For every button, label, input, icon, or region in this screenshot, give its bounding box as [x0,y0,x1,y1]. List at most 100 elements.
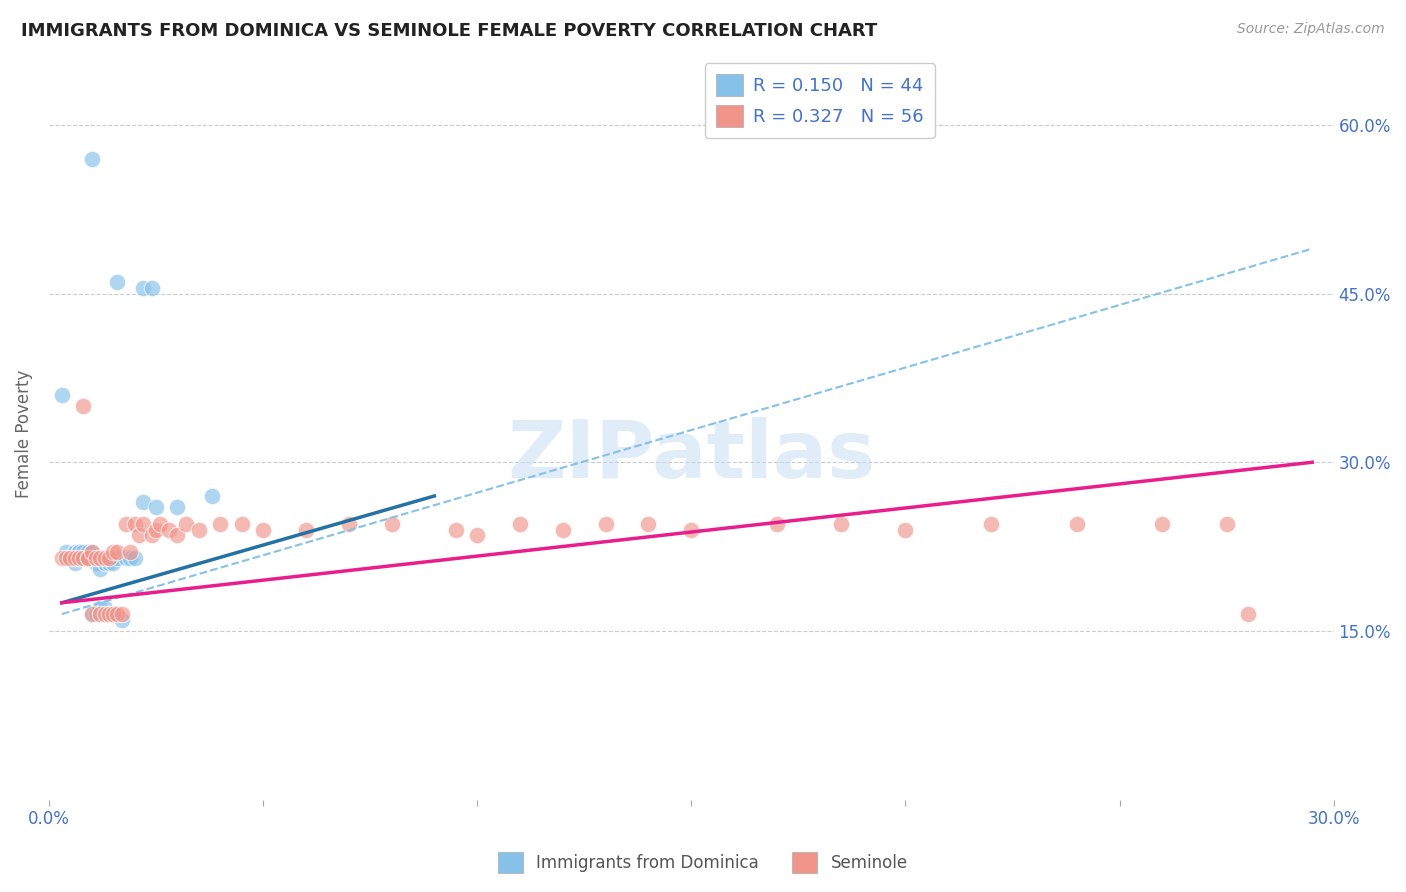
Point [84,550,107,565]
Point [509,517,531,532]
Point [89,601,111,615]
Point [67,545,90,559]
Point [93,557,115,571]
Point [252,523,274,537]
Point [141,281,163,295]
Point [124,517,146,532]
Point [97,607,120,621]
Point [80,152,103,166]
Point [97,607,120,621]
Point [107,607,129,621]
Point [111,613,134,627]
Point [80,550,103,565]
Point [107,545,129,559]
Point [681,523,703,537]
Point [63,550,86,565]
Legend: Immigrants from Dominica, Seminole: Immigrants from Dominica, Seminole [491,846,915,880]
Point [132,494,155,508]
Point [103,607,125,621]
Point [84,607,107,621]
Point [72,550,94,565]
Point [80,607,103,621]
Point [67,545,90,559]
Point [166,500,188,515]
Point [830,517,852,532]
Point [93,601,115,615]
Point [76,550,98,565]
Point [76,550,98,565]
Point [132,517,155,532]
Point [59,550,82,565]
Point [107,550,129,565]
Text: ZIPatlas: ZIPatlas [508,417,876,495]
Point [132,281,155,295]
Point [72,550,94,565]
Point [80,550,103,565]
Point [980,517,1002,532]
Point [97,557,120,571]
Point [55,550,77,565]
Point [89,550,111,565]
Point [63,557,86,571]
Point [551,523,574,537]
Point [72,399,94,413]
Point [1215,517,1237,532]
Point [1237,607,1260,621]
Point [444,523,467,537]
Point [59,550,82,565]
Point [89,550,111,565]
Point [84,550,107,565]
Point [1152,517,1174,532]
Point [89,607,111,621]
Point [103,607,125,621]
Point [766,517,789,532]
Point [51,550,73,565]
Point [141,528,163,542]
Point [76,550,98,565]
Point [187,523,209,537]
Point [63,545,86,559]
Point [166,528,188,542]
Point [157,523,180,537]
Point [80,607,103,621]
Point [128,528,150,542]
Point [115,550,138,565]
Point [1066,517,1088,532]
Point [145,523,167,537]
Point [145,500,167,515]
Point [231,517,253,532]
Point [93,607,115,621]
Point [637,517,659,532]
Point [89,562,111,576]
Point [115,517,138,532]
Point [93,550,115,565]
Point [209,517,232,532]
Point [174,517,197,532]
Point [894,523,917,537]
Point [465,528,488,542]
Point [51,388,73,402]
Point [107,276,129,290]
Point [59,550,82,565]
Point [337,517,360,532]
Point [97,550,120,565]
Point [295,523,318,537]
Point [72,545,94,559]
Point [595,517,617,532]
Point [80,545,103,559]
Point [76,550,98,565]
Point [201,489,224,503]
Point [149,517,172,532]
Point [67,550,90,565]
Point [120,550,142,565]
Point [380,517,402,532]
Point [124,550,146,565]
Y-axis label: Female Poverty: Female Poverty [15,370,32,499]
Text: Source: ZipAtlas.com: Source: ZipAtlas.com [1237,22,1385,37]
Point [84,557,107,571]
Legend: R = 0.150   N = 44, R = 0.327   N = 56: R = 0.150 N = 44, R = 0.327 N = 56 [704,63,935,138]
Point [103,545,125,559]
Point [72,550,94,565]
Point [76,545,98,559]
Point [120,545,142,559]
